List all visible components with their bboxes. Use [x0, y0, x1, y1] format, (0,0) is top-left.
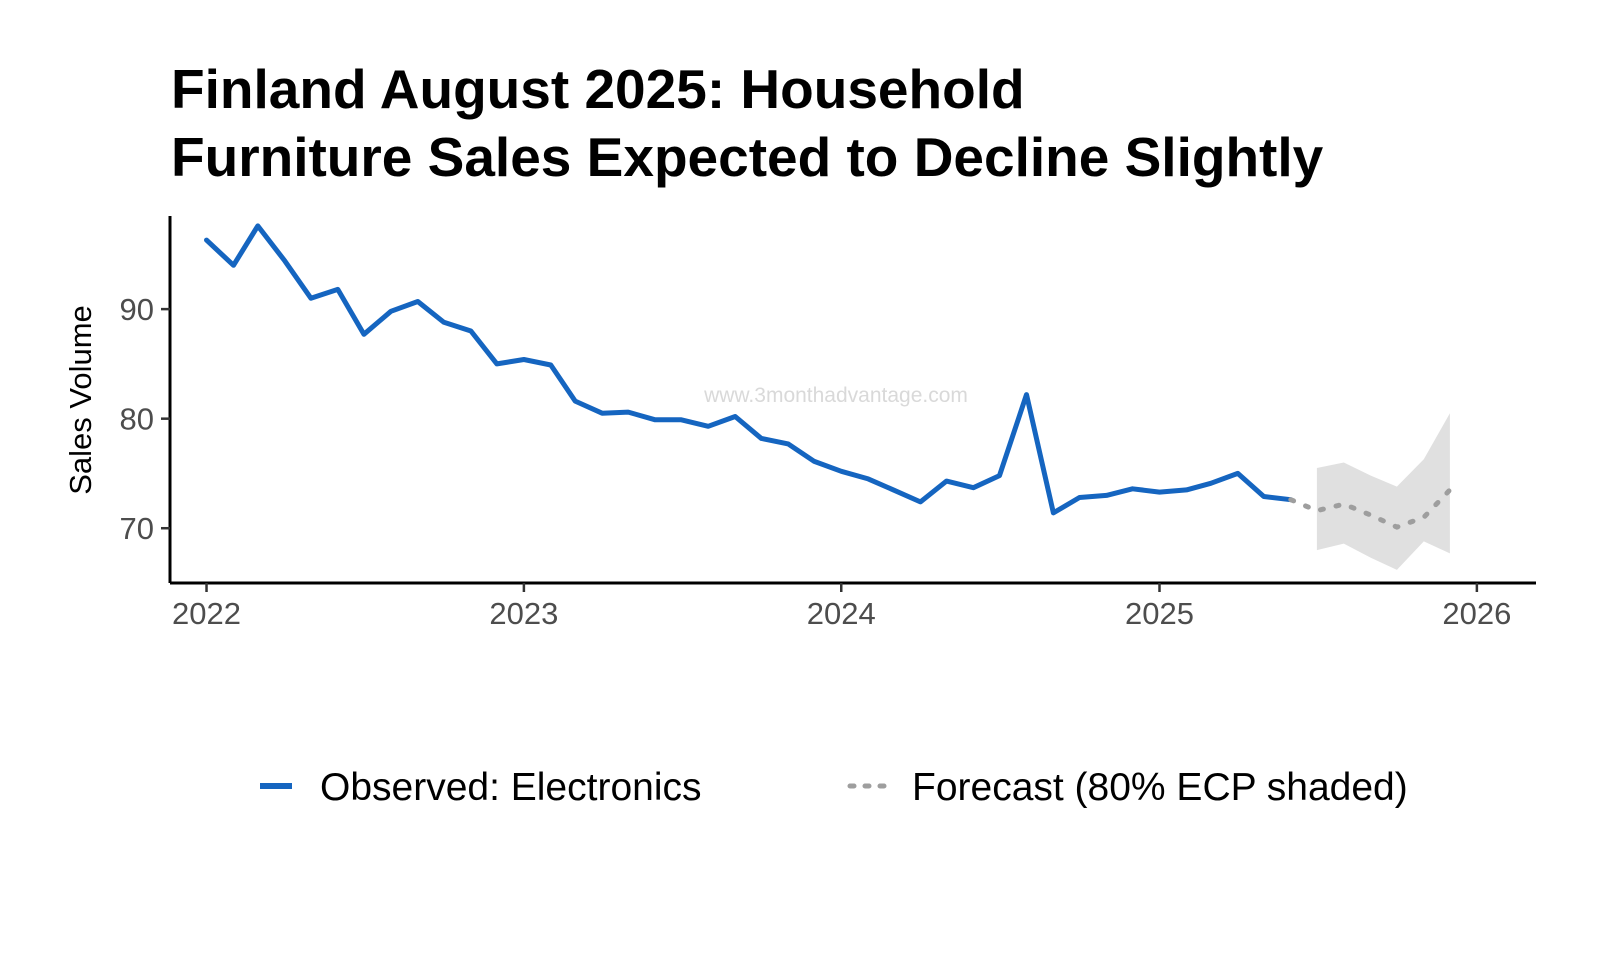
y-axis-title: Sales Volume [63, 305, 98, 495]
observed-series-line [204, 223, 1294, 516]
x-tick-label: 2025 [1125, 596, 1194, 631]
x-tick-label: 2024 [807, 596, 876, 631]
x-tick-label: 2026 [1442, 596, 1511, 631]
legend: Observed: Electronics Forecast (80% ECP … [260, 766, 1408, 809]
forecast-band [1316, 413, 1450, 570]
legend-observed-label: Observed: Electronics [320, 766, 702, 809]
chart-title-line-1: Finland August 2025: Household [171, 58, 1025, 120]
forecast-band-layer [1316, 413, 1450, 570]
chart-title-line-2: Furniture Sales Expected to Decline Slig… [171, 126, 1324, 188]
y-tick-label: 80 [120, 402, 154, 437]
series-layer [204, 223, 1453, 530]
y-tick-label: 90 [120, 292, 154, 327]
x-tick-label: 2023 [489, 596, 558, 631]
legend-forecast-label: Forecast (80% ECP shaded) [912, 766, 1408, 809]
x-tick-label: 2022 [172, 596, 241, 631]
y-tick-label: 70 [120, 511, 154, 546]
forecast-series-line [1288, 487, 1453, 530]
watermark: www.3monthadvantage.com [703, 384, 968, 407]
y-axis-ticks: 70 80 90 [120, 292, 170, 546]
x-axis-ticks: 2022 2023 2024 2025 2026 [172, 583, 1511, 631]
